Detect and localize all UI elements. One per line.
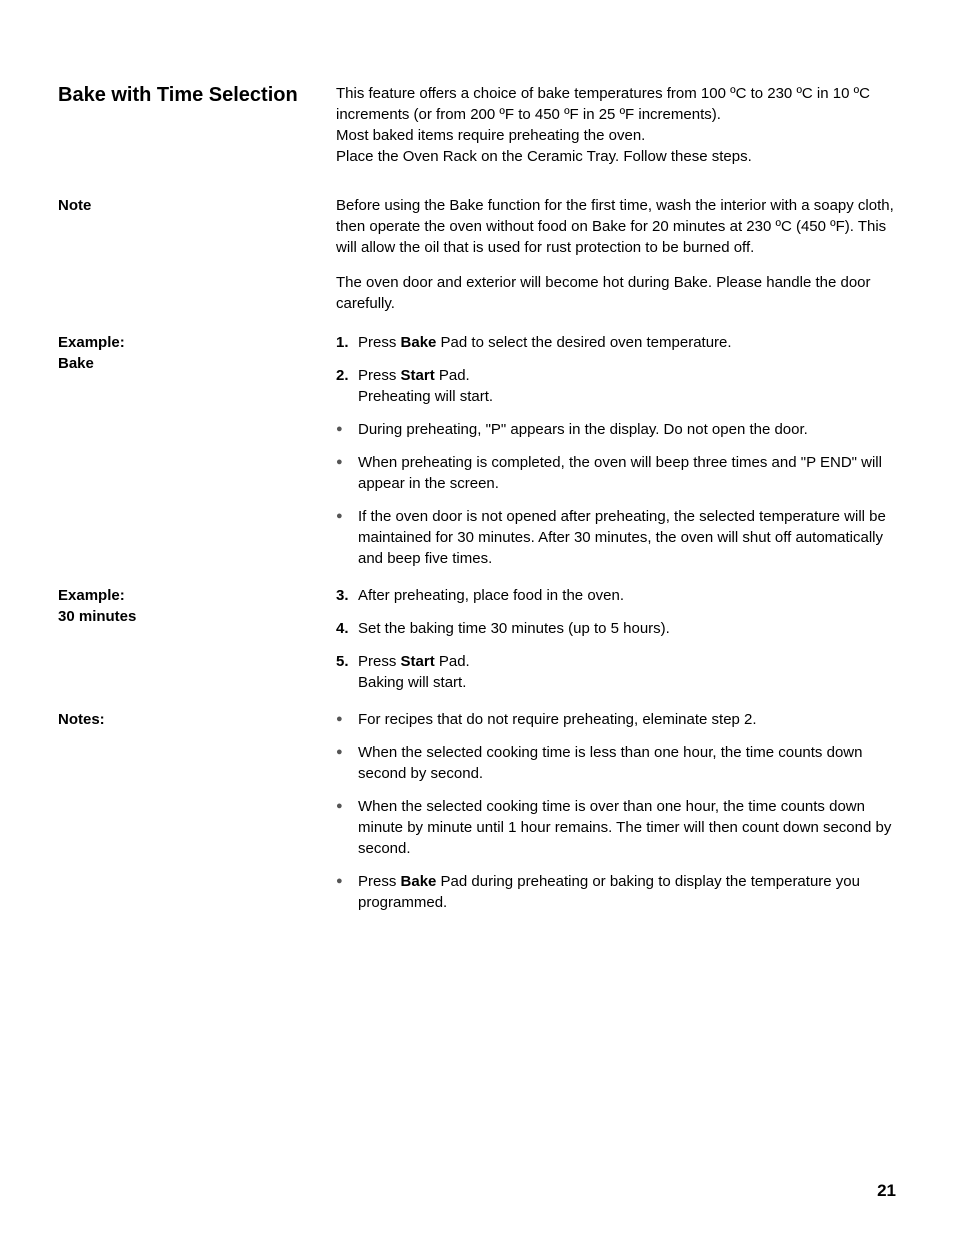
page-content: Bake with Time Selection This feature of…	[58, 83, 896, 929]
step-4: 4. Set the baking time 30 minutes (up to…	[336, 618, 896, 639]
example1-bullet-2-text: When preheating is completed, the oven w…	[358, 452, 896, 494]
step-1-bold: Bake	[401, 334, 437, 351]
intro-line-2: Most baked items require preheating the …	[336, 125, 896, 146]
example1-bullet-3: ● If the oven door is not opened after p…	[336, 506, 896, 569]
notes-bullet-4: ● Press Bake Pad during preheating or ba…	[336, 871, 896, 913]
step-2: 2. Press Start Pad. Preheating will star…	[336, 365, 896, 407]
step-4-text: Set the baking time 30 minutes (up to 5 …	[358, 618, 896, 639]
step-3-text: After preheating, place food in the oven…	[358, 585, 896, 606]
notes-bullet-4-bold: Bake	[401, 873, 437, 890]
bullet-icon: ●	[336, 742, 358, 784]
notes-label: Notes:	[58, 709, 316, 730]
example1-bullet-1: ● During preheating, "P" appears in the …	[336, 419, 896, 440]
bullet-icon: ●	[336, 709, 358, 730]
section-example-30min: Example: 30 minutes 3. After preheating,…	[58, 585, 896, 705]
bullet-icon: ●	[336, 871, 358, 913]
note-para-2: The oven door and exterior will become h…	[336, 272, 896, 314]
step-2-content: Press Start Pad. Preheating will start.	[358, 365, 896, 407]
example1-bullet-2: ● When preheating is completed, the oven…	[336, 452, 896, 494]
note-para-1: Before using the Bake function for the f…	[336, 195, 896, 258]
step-5: 5. Press Start Pad. Baking will start.	[336, 651, 896, 693]
bullet-icon: ●	[336, 506, 358, 569]
notes-bullet-4-content: Press Bake Pad during preheating or baki…	[358, 871, 896, 913]
step-3: 3. After preheating, place food in the o…	[336, 585, 896, 606]
example1-label-line2: Bake	[58, 353, 316, 374]
intro-line-3: Place the Oven Rack on the Ceramic Tray.…	[336, 146, 896, 167]
step-2-line2: Preheating will start.	[358, 386, 896, 407]
page-title: Bake with Time Selection	[58, 83, 316, 108]
step-1: 1. Press Bake Pad to select the desired …	[336, 332, 896, 353]
step-1-post: Pad to select the desired oven temperatu…	[436, 334, 731, 351]
bullet-icon: ●	[336, 452, 358, 494]
notes-bullet-2: ● When the selected cooking time is less…	[336, 742, 896, 784]
step-5-bold: Start	[401, 653, 435, 670]
step-1-pre: Press	[358, 334, 401, 351]
step-2-bold: Start	[401, 367, 435, 384]
step-1-content: Press Bake Pad to select the desired ove…	[358, 332, 896, 353]
bullet-icon: ●	[336, 796, 358, 859]
step-2-num: 2.	[336, 365, 358, 407]
intro-line-1: This feature offers a choice of bake tem…	[336, 83, 896, 125]
notes-bullet-2-text: When the selected cooking time is less t…	[358, 742, 896, 784]
step-2-pre: Press	[358, 367, 401, 384]
section-example-bake: Example: Bake 1. Press Bake Pad to selec…	[58, 332, 896, 581]
note-label: Note	[58, 195, 316, 216]
step-1-num: 1.	[336, 332, 358, 353]
example1-label-line1: Example:	[58, 332, 316, 353]
section-note: Note Before using the Bake function for …	[58, 195, 896, 328]
step-4-num: 4.	[336, 618, 358, 639]
page-number: 21	[877, 1181, 896, 1201]
section-notes: Notes: ● For recipes that do not require…	[58, 709, 896, 925]
notes-bullet-3: ● When the selected cooking time is over…	[336, 796, 896, 859]
example1-bullet-3-text: If the oven door is not opened after pre…	[358, 506, 896, 569]
step-5-num: 5.	[336, 651, 358, 693]
step-5-content: Press Start Pad. Baking will start.	[358, 651, 896, 693]
example2-label-line2: 30 minutes	[58, 606, 316, 627]
step-2-post: Pad.	[435, 367, 470, 384]
example2-label-line1: Example:	[58, 585, 316, 606]
section-heading: Bake with Time Selection This feature of…	[58, 83, 896, 167]
bullet-icon: ●	[336, 419, 358, 440]
step-5-pre: Press	[358, 653, 401, 670]
notes-bullet-4-pre: Press	[358, 873, 401, 890]
example1-bullet-1-text: During preheating, "P" appears in the di…	[358, 419, 896, 440]
notes-bullet-1: ● For recipes that do not require prehea…	[336, 709, 896, 730]
notes-bullet-1-text: For recipes that do not require preheati…	[358, 709, 896, 730]
step-5-line2: Baking will start.	[358, 672, 896, 693]
step-3-num: 3.	[336, 585, 358, 606]
step-5-post: Pad.	[435, 653, 470, 670]
notes-bullet-3-text: When the selected cooking time is over t…	[358, 796, 896, 859]
